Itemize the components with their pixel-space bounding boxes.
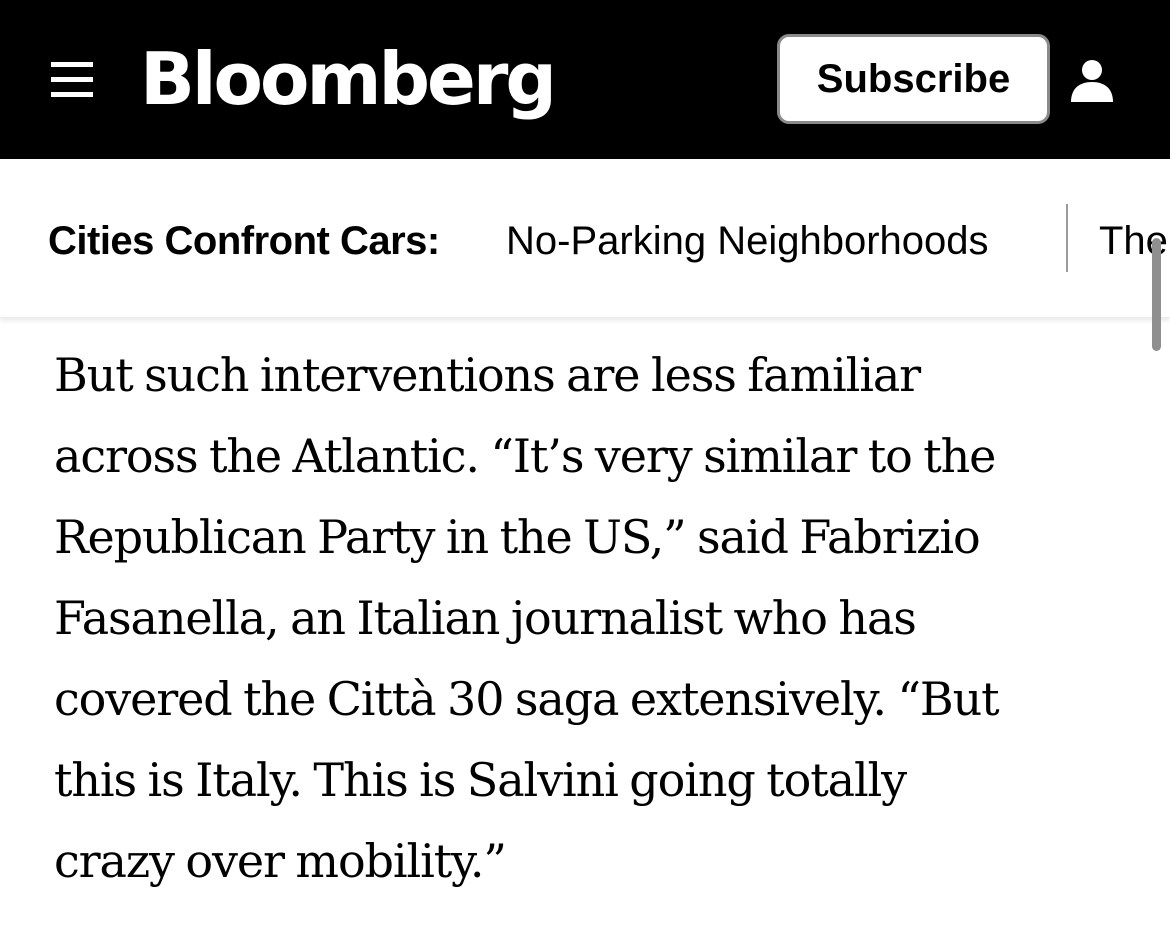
article-line: this is Italy. This is Salvini going tot… xyxy=(54,753,907,807)
user-icon[interactable] xyxy=(1068,56,1116,104)
article-line: Republican Party in the US,” said Fabriz… xyxy=(54,510,981,564)
series-nav: Cities Confront Cars: No-Parking Neighbo… xyxy=(0,159,1170,318)
nav-link-no-parking[interactable]: No-Parking Neighborhoods xyxy=(506,219,989,263)
top-bar: Bloomberg Subscribe xyxy=(0,0,1170,159)
series-label: Cities Confront Cars: xyxy=(48,219,440,263)
menu-line xyxy=(51,77,93,82)
article-line: covered the Città 30 saga extensively. “… xyxy=(54,672,1000,726)
article-line: Fasanella, an Italian journalist who has xyxy=(54,591,917,645)
article-line: crazy over mobility.” xyxy=(54,834,507,888)
article-line: across the Atlantic. “It’s very similar … xyxy=(54,429,996,483)
hamburger-menu-icon[interactable] xyxy=(46,58,98,102)
article-line: But such interventions are less familiar xyxy=(54,348,921,402)
menu-line xyxy=(51,92,93,97)
article-body: But such interventions are less familiar… xyxy=(54,335,1134,902)
subscribe-button[interactable]: Subscribe xyxy=(777,34,1050,124)
scrollbar[interactable] xyxy=(1152,238,1161,351)
bloomberg-logo[interactable]: Bloomberg xyxy=(140,37,557,121)
menu-line xyxy=(51,62,93,67)
nav-divider xyxy=(1066,204,1068,272)
